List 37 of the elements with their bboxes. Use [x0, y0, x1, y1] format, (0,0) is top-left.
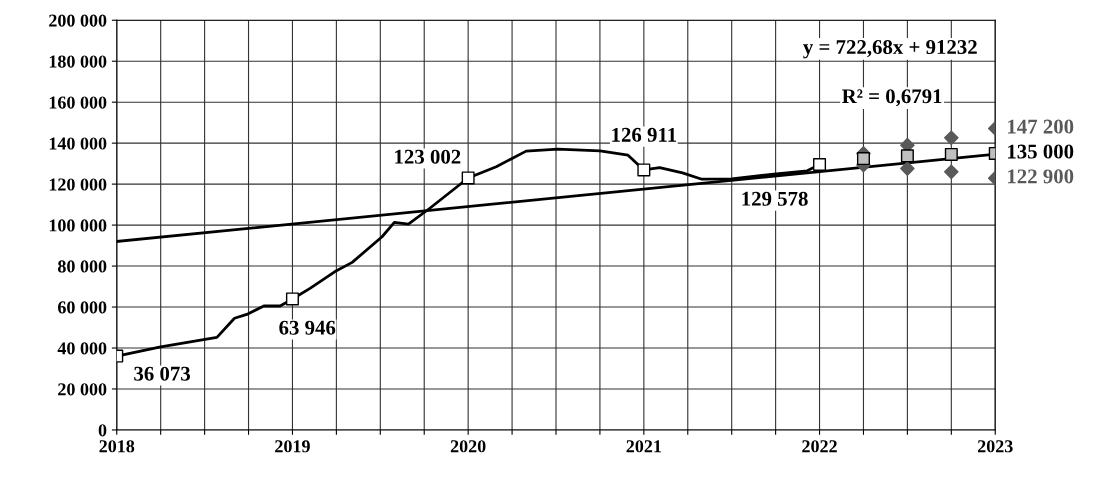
point: [637, 163, 651, 177]
x-tick-label: 2019: [275, 440, 310, 453]
x-tick-label: 2020: [450, 440, 486, 453]
point: [900, 149, 914, 163]
y-tick-label: 20 000: [58, 383, 107, 396]
point: [461, 171, 475, 185]
point: [856, 152, 870, 166]
x-tick-label: 2022: [802, 440, 837, 453]
point: [944, 130, 959, 146]
x-tick-label: 2023: [977, 440, 1013, 453]
point: [813, 157, 827, 172]
point: [944, 147, 958, 161]
y-tick-label: 40 000: [57, 342, 107, 355]
data-label: 126 911: [612, 127, 677, 142]
y-tick-label: 200 000: [49, 14, 107, 27]
data-label: 147 200: [1008, 119, 1074, 134]
x-tick-label: 2018: [99, 440, 135, 453]
point: [900, 161, 915, 176]
data-label: 129 578: [742, 191, 808, 206]
y-tick-label: 0: [98, 424, 107, 437]
y-tick-label: 80 000: [57, 260, 107, 273]
point: [944, 164, 959, 180]
y-tick-label: 180 000: [49, 55, 107, 68]
data-label: 135 000: [1008, 144, 1074, 159]
data-label: 63 946: [279, 320, 336, 335]
annotation: y = 722,68x + 91232: [803, 40, 977, 59]
point: [285, 292, 299, 306]
y-tick-label: 100 000: [49, 219, 107, 232]
data-label: 122 900: [1008, 169, 1074, 184]
y-tick-label: 120 000: [49, 178, 107, 191]
data-label: 36 073: [134, 366, 191, 381]
x-tick-label: 2021: [626, 440, 661, 453]
y-tick-label: 140 000: [49, 137, 107, 150]
annotation: R² = 0,6791: [842, 89, 942, 107]
data-label: 123 002: [395, 149, 461, 164]
y-tick-label: 160 000: [49, 96, 107, 109]
y-tick-label: 60 000: [58, 301, 107, 314]
